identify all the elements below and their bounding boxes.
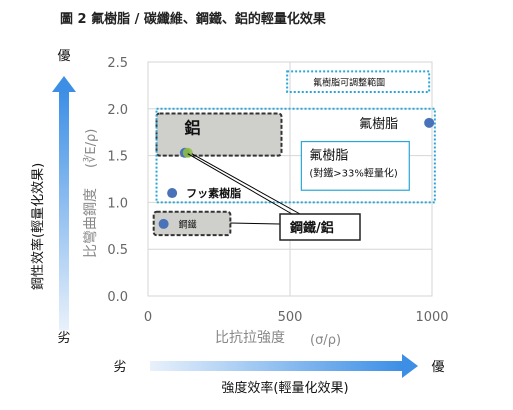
y-efficiency-arrow-shaft [59, 92, 69, 330]
y-arrow-bottom-label: 劣 [57, 331, 70, 346]
info-box-subtitle: (對鐵>33%輕量化) [309, 167, 398, 180]
y-tick-label: 0.5 [107, 243, 128, 258]
region-fluororesin [155, 107, 436, 204]
region-label-fluororesin: 氟樹脂 [359, 117, 398, 132]
x-tick-label: 0 [144, 310, 152, 325]
fu-resin-label: フッ素樹脂 [186, 186, 241, 200]
y-tick-label: 2.5 [107, 56, 128, 71]
data-point [424, 117, 435, 128]
steel-aluminum-label: 鋼鐵/鋁 [289, 220, 334, 236]
region-label-adjustable: 氟樹脂可調整範圍 [313, 77, 385, 89]
x-efficiency-label: 強度效率(輕量化效果) [221, 380, 348, 396]
y-axis-unit: (∛E/ρ) [83, 129, 99, 168]
point-layer [158, 117, 435, 229]
x-arrow-left-label: 劣 [113, 360, 126, 375]
region-label-aluminum: 鋁 [185, 118, 201, 137]
region-label-steel: 鋼鐵 [179, 218, 197, 230]
steel-aluminum-callout-box [279, 213, 361, 241]
fluororesin-info-box [300, 140, 410, 191]
data-point [158, 218, 169, 229]
x-axis-label: 比抗拉強度 [215, 330, 285, 346]
y-axis-label: 比彎曲鋼度 [83, 188, 99, 258]
callout-line-steel [230, 222, 281, 225]
axis-layer: 0.0 0.5 1.0 1.5 2.0 2.5 0 500 1000 比抗拉強度 (σ/ρ) 比彎曲鋼… [30, 49, 449, 396]
region-aluminum [155, 112, 283, 157]
info-box-title: 氟樹脂 [309, 149, 348, 164]
y-tick-label: 0.0 [107, 290, 128, 305]
chart-title: 圖 2 氟樹脂 / 碳纖維、鋼鐵、鋁的輕量化效果 [60, 12, 326, 27]
x-tick-label: 500 [278, 310, 303, 325]
x-arrow-right-label: 優 [431, 360, 444, 375]
callout-line-aluminum [191, 153, 301, 215]
y-arrow-top-label: 優 [57, 49, 70, 64]
y-tick-label: 1.5 [107, 150, 128, 165]
x-axis-unit: (σ/ρ) [310, 333, 341, 348]
data-point [167, 188, 178, 199]
y-efficiency-arrowhead [52, 76, 76, 92]
x-efficiency-arrowhead [402, 354, 418, 378]
x-tick-label: 1000 [415, 310, 448, 325]
y-tick-label: 1.0 [107, 196, 128, 211]
callout-line-aluminum [187, 153, 293, 215]
region-fluororesin [286, 70, 431, 93]
region-steel [152, 210, 232, 237]
y-efficiency-label: 鋼性效率(輕量化效果) [30, 163, 46, 290]
y-tick-label: 2.0 [107, 103, 128, 118]
x-efficiency-arrow-shaft [150, 361, 402, 371]
